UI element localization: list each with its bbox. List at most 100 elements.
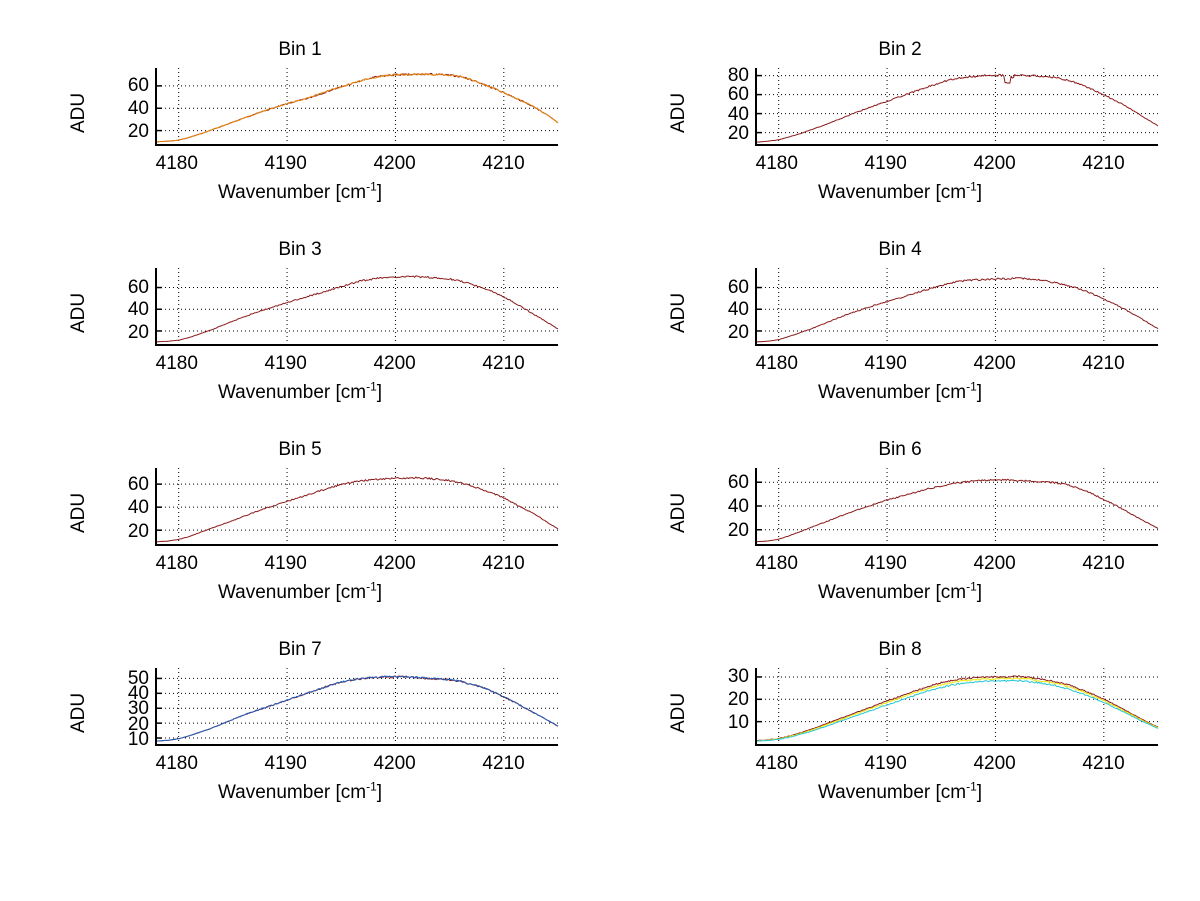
data-trace-trace-orange xyxy=(157,73,558,142)
y-tick-labels: 20 40 60 xyxy=(103,68,149,146)
x-axis-label: Wavenumber [cm-1] xyxy=(0,181,600,204)
x-axis-label-exponent: -1 xyxy=(966,579,977,594)
x-axis-label: Wavenumber [cm-1] xyxy=(600,179,1200,204)
x-axis-label-exponent: -1 xyxy=(366,379,377,394)
x-tick-label: 4190 xyxy=(264,553,307,574)
x-axis-label: Wavenumber [cm-1] xyxy=(0,379,600,404)
y-axis-label: ADU xyxy=(68,692,89,733)
x-axis-label-text: Wavenumber [cm xyxy=(817,382,967,403)
x-tick-label: 4210 xyxy=(482,553,525,574)
x-tick-label: 4200 xyxy=(373,353,416,374)
x-tick-labels: 4180 4190 4200 4210 xyxy=(155,552,558,576)
panel-title: Bin 7 xyxy=(278,639,322,660)
plot-area xyxy=(755,468,1158,546)
panel-title: Bin 6 xyxy=(878,439,922,460)
x-axis-label-bracket: ] xyxy=(376,182,383,203)
x-axis-label-bracket: ] xyxy=(976,782,983,803)
x-tick-label: 4200 xyxy=(973,553,1016,574)
plot-area xyxy=(155,668,558,746)
x-tick-label: 4200 xyxy=(973,153,1016,174)
x-axis-label: Wavenumber [cm-1] xyxy=(600,579,1200,604)
x-axis-label-bracket: ] xyxy=(976,382,983,403)
y-tick-label: 20 xyxy=(127,713,149,735)
panel-bin-8: Bin 8 10 20 30 ADU 4180 4190 4200 4210 Wavenumber… xyxy=(600,638,1200,838)
panel-title: Bin 4 xyxy=(878,239,922,260)
x-tick-label: 4190 xyxy=(864,153,907,174)
data-trace-trace-dark-red xyxy=(157,276,558,342)
y-tick-label: 40 xyxy=(127,299,149,321)
x-axis-label-exponent: -1 xyxy=(366,779,377,794)
y-tick-label: 40 xyxy=(727,103,749,125)
plot-svg xyxy=(757,668,1158,744)
y-tick-labels: 20 40 60 xyxy=(103,268,149,346)
y-tick-label: 30 xyxy=(127,698,149,720)
y-axis-label: ADU xyxy=(668,692,689,733)
y-tick-label: 20 xyxy=(727,689,749,711)
plot-area xyxy=(155,68,558,146)
plot-svg xyxy=(157,468,558,544)
x-axis-label-text: Wavenumber [cm xyxy=(217,382,367,403)
x-tick-label: 4180 xyxy=(755,153,798,174)
x-axis-label: Wavenumber [cm-1] xyxy=(0,581,600,604)
panel-title: Bin 2 xyxy=(878,39,922,60)
plot-area xyxy=(155,468,558,546)
x-axis-label-exponent: -1 xyxy=(966,179,977,194)
x-axis-label-bracket: ] xyxy=(376,382,383,403)
x-axis-label-bracket: ] xyxy=(376,582,383,603)
x-tick-label: 4210 xyxy=(1082,353,1125,374)
x-axis-label-exponent: -1 xyxy=(966,779,977,794)
y-tick-label: 20 xyxy=(127,121,149,143)
panel-title: Bin 1 xyxy=(278,39,322,60)
x-axis-label: Wavenumber [cm-1] xyxy=(600,379,1200,404)
x-tick-label: 4180 xyxy=(755,553,798,574)
x-tick-label: 4190 xyxy=(264,353,307,374)
x-axis-label-text: Wavenumber [cm xyxy=(217,182,367,203)
x-tick-label: 4190 xyxy=(864,353,907,374)
y-tick-label: 60 xyxy=(727,277,749,299)
y-tick-label: 10 xyxy=(127,728,149,750)
x-tick-labels: 4180 4190 4200 4210 xyxy=(755,752,1158,776)
x-tick-labels: 4180 4190 4200 4210 xyxy=(755,352,1158,376)
x-tick-label: 4190 xyxy=(864,753,907,774)
y-tick-labels: 20 40 60 xyxy=(103,468,149,546)
data-trace-trace-dark-red xyxy=(757,74,1158,142)
y-tick-label: 60 xyxy=(127,473,149,495)
y-tick-label: 80 xyxy=(727,64,749,86)
plot-area xyxy=(755,68,1158,146)
panel-bin-6: Bin 6 20 40 60 ADU 4180 4190 4200 4210 Wavenumber… xyxy=(600,438,1200,638)
y-tick-label: 30 xyxy=(727,666,749,688)
panel-bin-2: Bin 2 20 40 60 80 ADU 4180 4190 4200 4210 Wavenumb… xyxy=(600,38,1200,238)
x-axis-label-bracket: ] xyxy=(976,582,983,603)
plot-svg xyxy=(757,268,1158,344)
data-trace-trace-blue xyxy=(157,676,558,741)
x-axis-label: Wavenumber [cm-1] xyxy=(0,779,600,804)
x-tick-label: 4180 xyxy=(155,553,198,574)
x-axis-label-bracket: ] xyxy=(976,182,983,203)
y-tick-labels: 20 40 60 xyxy=(703,468,749,546)
x-axis-label-exponent: -1 xyxy=(966,379,977,394)
y-axis-label: ADU xyxy=(668,492,689,533)
x-tick-label: 4180 xyxy=(155,353,198,374)
panel-bin-1: Bin 1 20 40 60 ADU 4180 4190 4200 4210 Wavenumber… xyxy=(0,38,600,238)
plot-svg xyxy=(157,68,558,144)
x-tick-labels: 4180 4190 4200 4210 xyxy=(155,152,558,176)
x-tick-label: 4180 xyxy=(755,353,798,374)
plot-area xyxy=(155,268,558,346)
y-axis-label: ADU xyxy=(668,92,689,133)
panel-bin-5: Bin 5 20 40 60 ADU 4180 4190 4200 4210 Wavenumber… xyxy=(0,438,600,638)
x-tick-label: 4180 xyxy=(155,153,198,174)
panel-bin-3: Bin 3 20 40 60 ADU 4180 4190 4200 4210 Wavenumber… xyxy=(0,238,600,438)
y-tick-label: 40 xyxy=(727,299,749,321)
y-tick-label: 20 xyxy=(727,520,749,542)
y-axis-label: ADU xyxy=(68,492,89,533)
x-axis-label-text: Wavenumber [cm xyxy=(817,182,967,203)
x-axis-label-text: Wavenumber [cm xyxy=(217,582,367,603)
y-tick-label: 20 xyxy=(727,123,749,145)
y-tick-label: 60 xyxy=(727,84,749,106)
plot-svg xyxy=(157,268,558,344)
x-tick-label: 4180 xyxy=(155,753,198,774)
data-trace-trace-dark-red xyxy=(757,479,1158,541)
panel-title: Bin 5 xyxy=(278,439,322,460)
x-tick-label: 4200 xyxy=(973,753,1016,774)
